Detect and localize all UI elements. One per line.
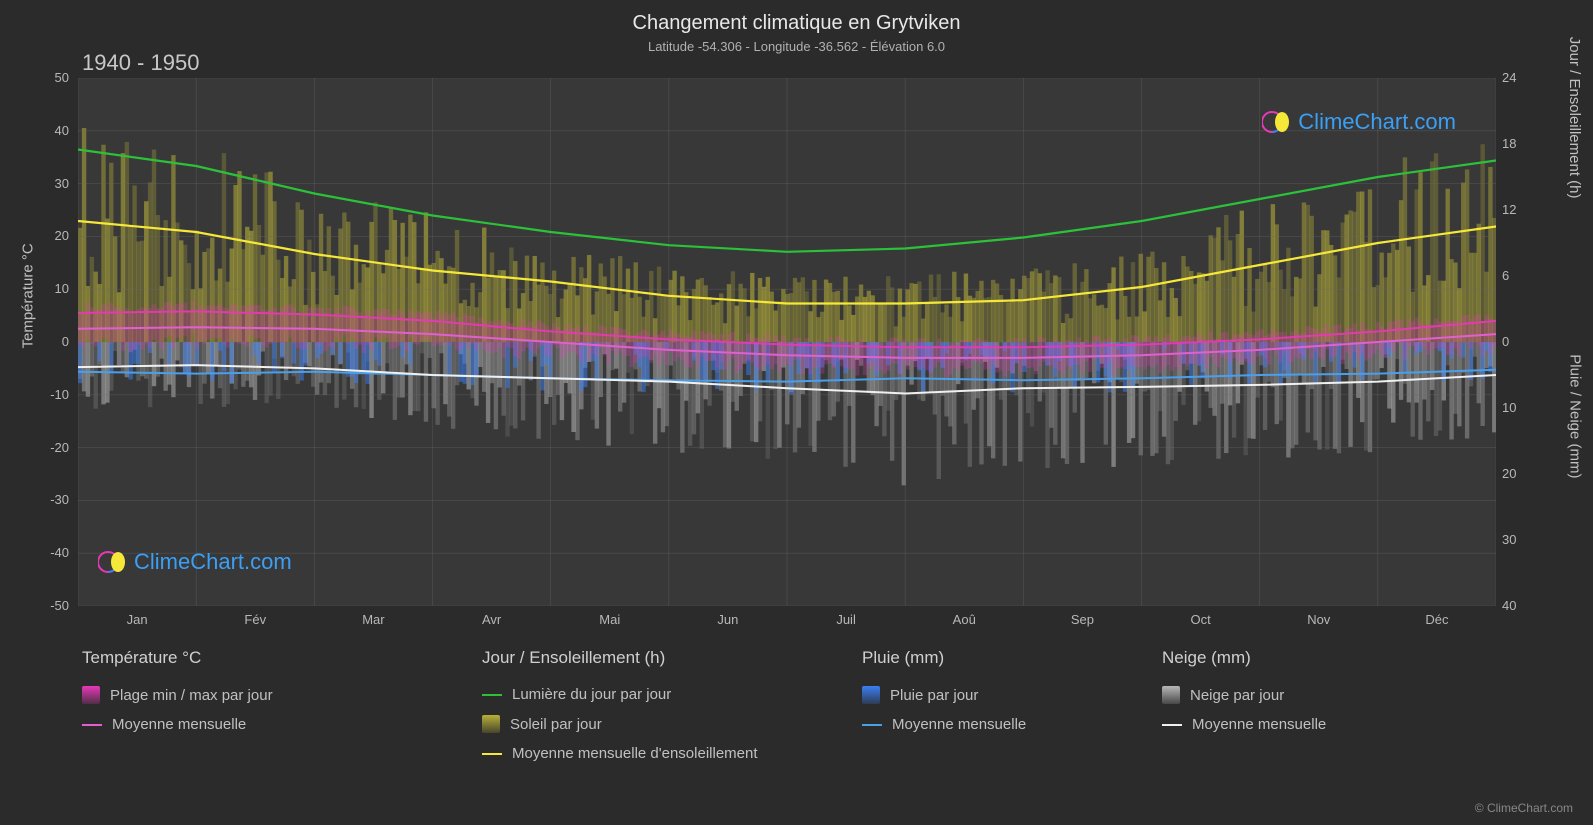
x-tick: Jan: [127, 612, 148, 627]
legend-col-snow: Neige (mm) Neige par jour Moyenne mensuel…: [1162, 648, 1326, 762]
watermark-text: ClimeChart.com: [1298, 109, 1456, 135]
legend-swatch: [862, 724, 882, 726]
y-tick-right: 6: [1502, 268, 1509, 283]
legend-header: Pluie (mm): [862, 648, 1162, 668]
legend-swatch: [862, 686, 880, 704]
y-tick-right: 30: [1502, 532, 1516, 547]
legend-item: Plage min / max par jour: [82, 686, 482, 704]
y-tick-right: 0: [1502, 334, 1509, 349]
legend-label: Plage min / max par jour: [110, 687, 273, 704]
x-tick: Fév: [244, 612, 266, 627]
plot-area: ClimeChart.com ClimeChart.com: [78, 78, 1496, 606]
legend-label: Moyenne mensuelle: [112, 716, 246, 733]
legend-label: Moyenne mensuelle d'ensoleillement: [512, 745, 758, 762]
x-tick: Jun: [717, 612, 738, 627]
x-tick: Mar: [362, 612, 384, 627]
legend-label: Soleil par jour: [510, 716, 602, 733]
x-tick: Mai: [599, 612, 620, 627]
y-tick-right: 40: [1502, 598, 1516, 613]
y-tick-left: 30: [29, 176, 69, 191]
legend-item: Moyenne mensuelle: [1162, 716, 1326, 733]
watermark-top: ClimeChart.com: [1262, 108, 1456, 136]
legend-label: Moyenne mensuelle: [892, 716, 1026, 733]
x-tick: Nov: [1307, 612, 1330, 627]
y-tick-right: 24: [1502, 70, 1516, 85]
y-tick-right: 10: [1502, 400, 1516, 415]
legend-swatch: [82, 724, 102, 726]
y-tick-left: -50: [29, 598, 69, 613]
legend-item: Moyenne mensuelle d'ensoleillement: [482, 745, 862, 762]
legend-item: Moyenne mensuelle: [862, 716, 1162, 733]
legend-header: Neige (mm): [1162, 648, 1326, 668]
x-tick: Oct: [1190, 612, 1210, 627]
legend-header: Température °C: [82, 648, 482, 668]
x-tick: Juil: [836, 612, 856, 627]
period-label: 1940 - 1950: [82, 50, 199, 76]
y-tick-left: 40: [29, 123, 69, 138]
y-axis-right-top-label: Jour / Ensoleillement (h): [1567, 37, 1584, 199]
y-tick-left: -20: [29, 440, 69, 455]
y-tick-right: 12: [1502, 202, 1516, 217]
legend-swatch: [82, 686, 100, 704]
legend-col-rain: Pluie (mm) Pluie par jour Moyenne mensuel…: [862, 648, 1162, 762]
y-tick-left: 0: [29, 334, 69, 349]
legend-label: Pluie par jour: [890, 687, 978, 704]
legend-col-daylight: Jour / Ensoleillement (h) Lumière du jou…: [482, 648, 862, 762]
x-tick: Aoû: [953, 612, 976, 627]
legend: Température °C Plage min / max par jour M…: [82, 648, 1502, 762]
copyright: © ClimeChart.com: [1475, 801, 1573, 815]
y-tick-right: 20: [1502, 466, 1516, 481]
legend-swatch: [482, 753, 502, 755]
legend-swatch: [482, 715, 500, 733]
y-tick-left: 20: [29, 228, 69, 243]
watermark-text: ClimeChart.com: [134, 549, 292, 575]
climate-chart: Changement climatique en Grytviken Latit…: [0, 0, 1593, 825]
legend-item: Moyenne mensuelle: [82, 716, 482, 733]
legend-item: Soleil par jour: [482, 715, 862, 733]
y-tick-left: -40: [29, 545, 69, 560]
legend-label: Lumière du jour par jour: [512, 686, 671, 703]
y-tick-left: 50: [29, 70, 69, 85]
y-tick-right: 18: [1502, 136, 1516, 151]
legend-header: Jour / Ensoleillement (h): [482, 648, 862, 668]
chart-svg: [78, 78, 1496, 606]
x-tick: Déc: [1425, 612, 1448, 627]
legend-label: Moyenne mensuelle: [1192, 716, 1326, 733]
y-tick-left: -30: [29, 492, 69, 507]
legend-col-temp: Température °C Plage min / max par jour M…: [82, 648, 482, 762]
chart-title: Changement climatique en Grytviken: [0, 0, 1593, 35]
logo-icon: [1262, 108, 1290, 136]
logo-icon: [98, 548, 126, 576]
legend-item: Neige par jour: [1162, 686, 1326, 704]
legend-swatch: [482, 694, 502, 696]
legend-item: Pluie par jour: [862, 686, 1162, 704]
legend-swatch: [1162, 724, 1182, 726]
x-tick: Sep: [1071, 612, 1094, 627]
legend-label: Neige par jour: [1190, 687, 1284, 704]
x-tick: Avr: [482, 612, 501, 627]
legend-item: Lumière du jour par jour: [482, 686, 862, 703]
y-axis-right-bottom-label: Pluie / Neige (mm): [1567, 354, 1584, 478]
y-tick-left: -10: [29, 387, 69, 402]
watermark-bottom: ClimeChart.com: [98, 548, 292, 576]
chart-subtitle: Latitude -54.306 - Longitude -36.562 - É…: [0, 39, 1593, 54]
y-tick-left: 10: [29, 281, 69, 296]
legend-swatch: [1162, 686, 1180, 704]
